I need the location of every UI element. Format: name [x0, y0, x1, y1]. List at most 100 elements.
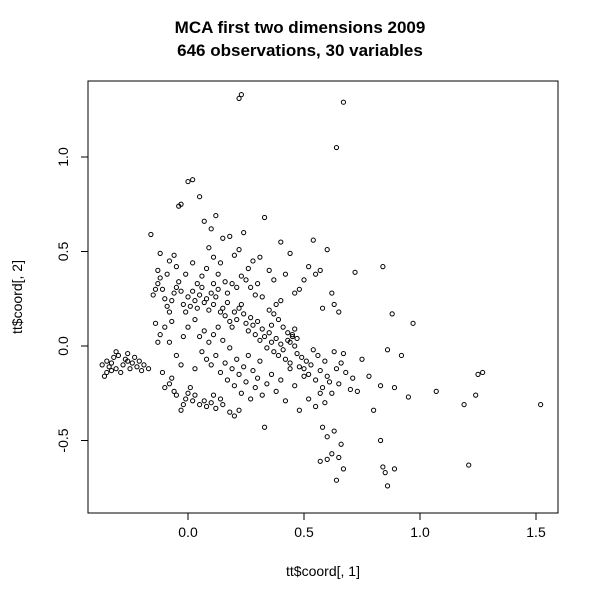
data-point	[208, 362, 214, 368]
data-point	[183, 309, 189, 315]
data-point	[132, 354, 138, 360]
data-point	[287, 366, 293, 372]
data-point	[266, 267, 272, 273]
y-tick-label: 0.0	[55, 336, 71, 356]
x-axis: 0.0 0.5 1.0 1.5	[178, 512, 546, 540]
data-point	[157, 275, 163, 281]
data-point	[187, 384, 193, 391]
data-point	[238, 390, 244, 396]
data-point	[257, 337, 263, 343]
data-point	[220, 337, 226, 343]
data-point	[206, 245, 212, 251]
data-point	[292, 343, 298, 349]
chart-title: MCA first two dimensions 2009	[175, 18, 426, 37]
data-point	[99, 362, 105, 368]
data-point	[201, 328, 207, 334]
data-point	[236, 247, 242, 253]
data-point	[324, 373, 330, 379]
data-point	[220, 305, 226, 311]
data-point	[229, 324, 235, 330]
data-point	[166, 309, 173, 315]
data-point	[259, 392, 265, 398]
data-point	[287, 360, 293, 366]
data-point	[296, 286, 302, 292]
data-point	[227, 233, 233, 239]
data-point	[178, 201, 184, 207]
data-point	[289, 332, 295, 338]
data-point	[234, 284, 240, 291]
data-point	[433, 388, 439, 394]
data-point	[210, 281, 217, 287]
data-point	[183, 396, 189, 402]
data-point	[343, 369, 349, 376]
data-point	[352, 269, 358, 275]
data-point	[148, 231, 154, 238]
data-point	[329, 290, 335, 296]
data-point	[255, 375, 261, 381]
data-point	[213, 352, 219, 359]
data-point	[268, 339, 275, 345]
data-point	[333, 144, 340, 151]
data-point	[139, 367, 145, 374]
data-point	[473, 392, 479, 398]
data-point	[234, 316, 240, 323]
data-point	[222, 279, 228, 285]
data-point	[173, 392, 179, 398]
data-point	[252, 384, 258, 391]
data-point	[215, 271, 221, 277]
data-point	[203, 356, 210, 362]
data-point	[255, 318, 261, 325]
x-tick-label: 0.0	[178, 524, 198, 540]
data-points	[99, 92, 544, 489]
data-point	[180, 301, 186, 308]
data-point	[192, 316, 198, 323]
data-point	[166, 258, 173, 264]
data-point	[199, 349, 205, 355]
data-point	[243, 320, 249, 326]
data-point	[197, 292, 203, 298]
data-point	[201, 299, 207, 306]
data-point	[171, 252, 177, 258]
data-point	[178, 288, 184, 294]
data-point	[292, 383, 298, 389]
data-point	[155, 267, 161, 273]
data-point	[171, 290, 177, 296]
data-point	[180, 401, 186, 408]
data-point	[296, 407, 302, 413]
data-point	[261, 214, 268, 221]
data-point	[331, 301, 337, 308]
data-point	[206, 339, 212, 345]
data-point	[231, 252, 237, 258]
data-point	[326, 379, 333, 385]
data-point	[275, 352, 282, 359]
x-tick-label: 1.5	[526, 524, 546, 540]
data-point	[331, 349, 337, 355]
data-point	[315, 352, 321, 359]
data-point	[185, 324, 191, 330]
data-point	[271, 311, 277, 317]
data-point	[391, 384, 398, 391]
data-point	[236, 305, 242, 311]
data-point	[248, 396, 254, 402]
data-point	[268, 371, 275, 377]
data-point	[301, 366, 307, 372]
data-point	[104, 369, 110, 376]
data-point	[377, 383, 384, 389]
data-point	[236, 407, 242, 413]
data-point	[317, 390, 323, 396]
data-point	[104, 358, 110, 364]
data-point	[245, 328, 251, 334]
x-tick-label: 1.0	[410, 524, 430, 540]
data-point	[222, 313, 228, 319]
data-point	[201, 218, 207, 224]
data-point	[176, 279, 182, 285]
data-point	[213, 405, 219, 411]
x-tick-label: 0.5	[294, 524, 314, 540]
data-point	[322, 400, 328, 406]
data-point	[282, 271, 289, 277]
data-point	[264, 345, 270, 351]
data-point	[224, 299, 231, 306]
data-point	[171, 388, 177, 394]
data-point	[203, 403, 210, 410]
data-point	[292, 290, 298, 296]
